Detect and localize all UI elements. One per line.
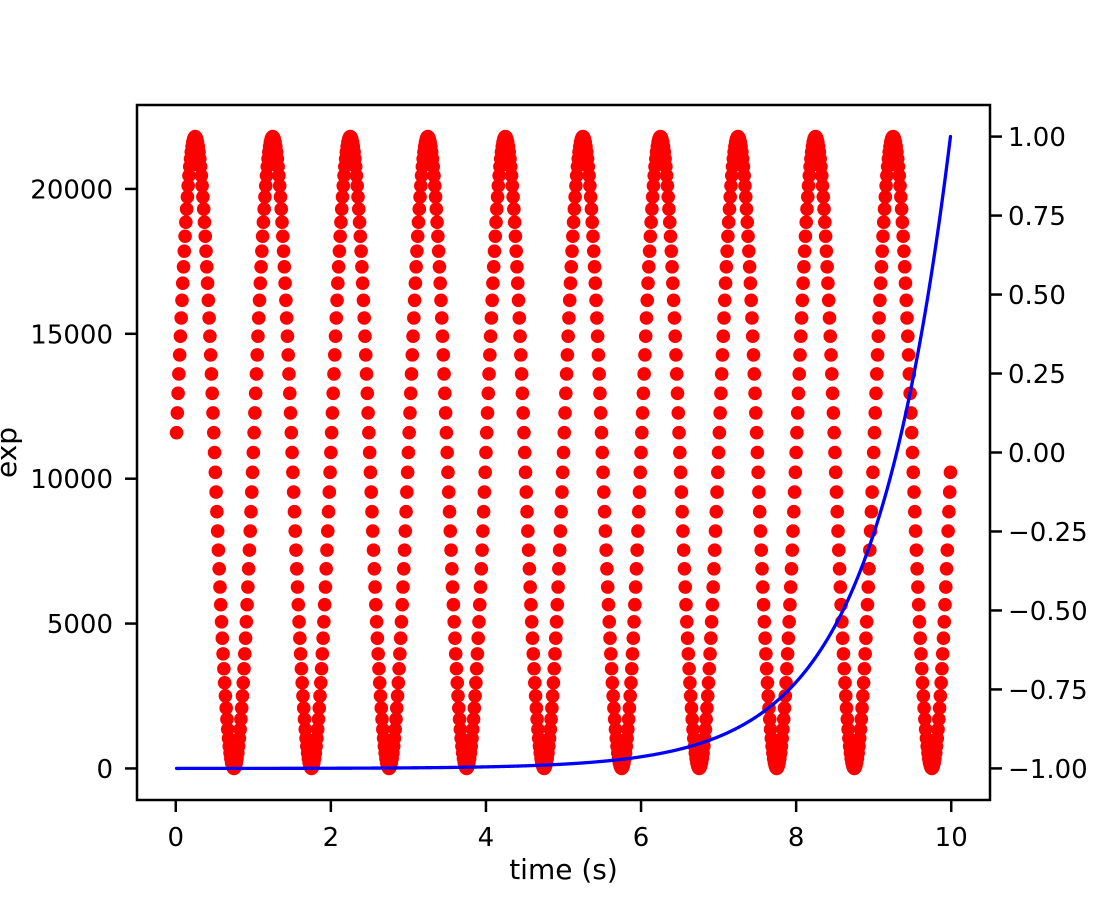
x-tick-label: 4 <box>478 823 495 853</box>
y-right-tick-label: 0.00 <box>1008 439 1066 469</box>
y-left-axis-ticks: 0 5000 10000 15000 20000 <box>30 175 137 785</box>
x-tick-label: 2 <box>323 823 340 853</box>
y-right-tick-label: −0.25 <box>1008 518 1088 548</box>
plot-area <box>169 129 958 776</box>
y-left-tick-label: 5000 <box>47 610 113 640</box>
x-axis-label: time (s) <box>509 853 618 886</box>
x-tick-label: 6 <box>633 823 650 853</box>
y-right-axis-ticks: 1.00 0.75 0.50 0.25 0.00 −0.25 −0.50 −0.75 −1.00 <box>990 123 1088 785</box>
y-right-tick-label: −1.00 <box>1008 755 1088 785</box>
exp-line-series <box>174 134 953 771</box>
sin-scatter-series <box>169 129 958 776</box>
y-left-tick-label: 15000 <box>30 320 113 350</box>
y-left-tick-label: 20000 <box>30 175 113 205</box>
y-right-tick-label: 0.75 <box>1008 202 1066 232</box>
y-right-tick-label: 0.50 <box>1008 281 1066 311</box>
y-right-tick-label: 1.00 <box>1008 123 1066 153</box>
y-left-tick-label: 10000 <box>30 465 113 495</box>
x-tick-label: 8 <box>788 823 805 853</box>
x-tick-label: 10 <box>935 823 968 853</box>
x-axis-ticks: 0 2 4 6 8 10 <box>167 800 968 853</box>
x-tick-label: 0 <box>167 823 184 853</box>
y-axis-label: exp <box>0 427 23 478</box>
y-left-tick-label: 0 <box>96 755 113 785</box>
y-right-tick-label: −0.50 <box>1008 597 1088 627</box>
y-right-tick-label: 0.25 <box>1008 360 1066 390</box>
y-right-tick-label: −0.75 <box>1008 676 1088 706</box>
